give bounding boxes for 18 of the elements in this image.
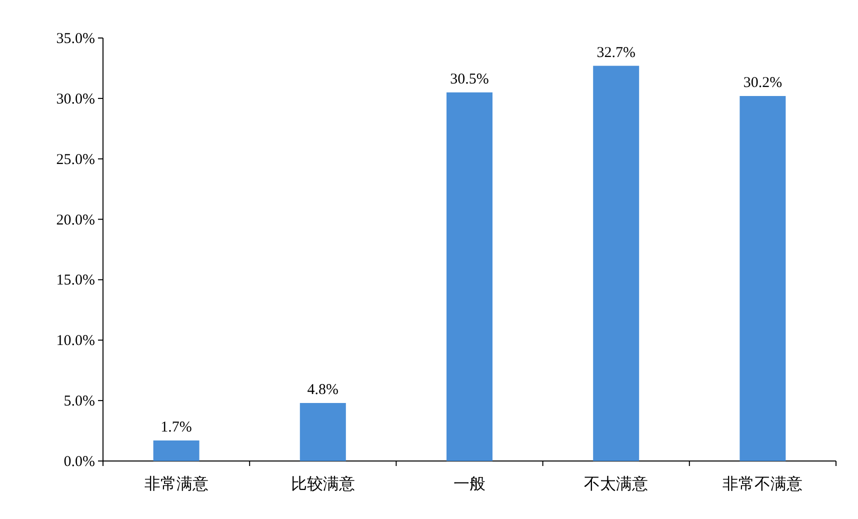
data-label: 30.5% [450, 71, 489, 88]
y-tick-label: 10.0% [56, 333, 95, 350]
y-tick-label: 5.0% [64, 394, 95, 410]
data-label: 4.8% [307, 382, 339, 398]
x-tick-label: 不太满意 [584, 475, 648, 493]
x-tick-label: 非常满意 [144, 475, 208, 493]
x-tick-label: 比较满意 [290, 475, 355, 493]
y-tick-label: 20.0% [56, 212, 95, 228]
y-tick-label: 15.0% [56, 272, 95, 289]
y-tick-label: 30.0% [56, 91, 95, 108]
y-tick-label: 35.0% [56, 31, 95, 47]
data-label: 32.7% [596, 44, 636, 61]
data-label: 1.7% [160, 419, 192, 436]
y-tick-label: 0.0% [64, 454, 95, 470]
x-tick-label: 非常不满意 [722, 475, 803, 493]
x-tick-label: 一般 [454, 476, 486, 493]
data-label: 30.2% [743, 75, 782, 92]
y-tick-label: 25.0% [56, 152, 95, 168]
